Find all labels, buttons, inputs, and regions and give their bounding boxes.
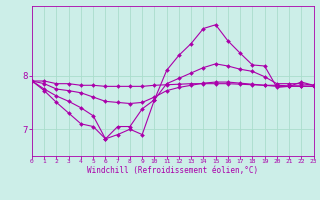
X-axis label: Windchill (Refroidissement éolien,°C): Windchill (Refroidissement éolien,°C) bbox=[87, 166, 258, 175]
